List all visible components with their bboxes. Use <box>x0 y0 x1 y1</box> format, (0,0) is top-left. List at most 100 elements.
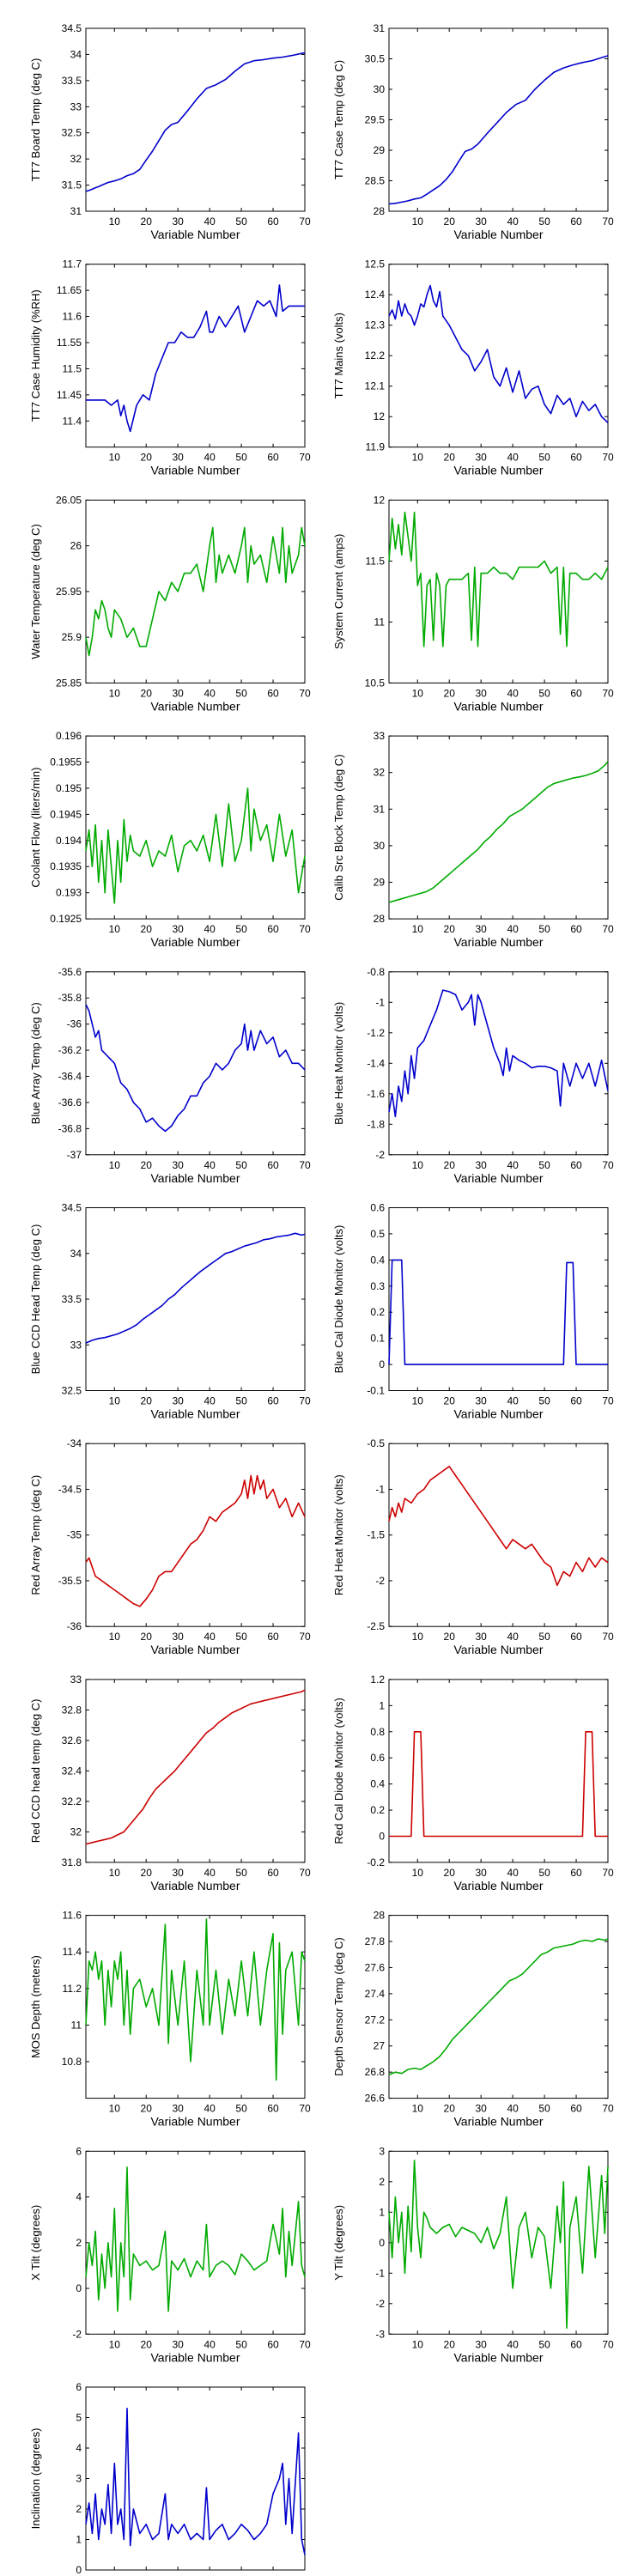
plot-area <box>85 499 306 683</box>
x-axis-label: Variable Number <box>453 1171 543 1185</box>
y-tick-label: 0 <box>76 2282 82 2294</box>
x-tick-label: 10 <box>109 2338 121 2350</box>
y-tick-label: 30.5 <box>365 53 386 65</box>
y-tick-label: 11.5 <box>366 555 386 567</box>
x-tick-label: 10 <box>109 2103 121 2115</box>
y-axis-label: TT7 Case Temp (deg C) <box>332 60 345 179</box>
x-tick-label: 50 <box>538 1631 550 1643</box>
series-line-tt7-case-temp <box>388 55 609 205</box>
x-tick-label: 50 <box>538 1159 550 1171</box>
chart-panel-red-ccd-head-temp: 10 20 30 40 50 60 70 31.8 32 32.2 32.4 32.6 32.8 33 Va… <box>29 1674 311 1893</box>
y-tick-label: 34.5 <box>62 1202 82 1214</box>
plot-area <box>85 27 306 212</box>
y-tick-label: -0.2 <box>367 1856 385 1868</box>
x-tick-label: 10 <box>412 216 424 228</box>
x-tick-label: 70 <box>602 1395 614 1407</box>
chart-panel-system-current: 10 20 30 40 50 60 70 10.5 11 11.5 12 Variable Numbe… <box>332 494 614 713</box>
x-tick-label: 30 <box>172 1867 184 1879</box>
y-tick-label: 11 <box>374 616 386 628</box>
x-tick-label: 70 <box>299 1631 311 1643</box>
x-tick-label: 60 <box>267 687 279 699</box>
y-tick-label: 25.9 <box>62 631 82 643</box>
x-tick-label: 40 <box>204 923 216 935</box>
x-tick-label: 10 <box>412 1631 424 1643</box>
chart-panel-calib-src-block-temp: 10 20 30 40 50 60 70 28 29 30 31 32 33 Variable Numbe… <box>332 730 614 949</box>
y-tick-label: 0.1935 <box>50 860 82 872</box>
y-tick-label: 29 <box>374 144 386 156</box>
chart-panel-tt7-case-temp: 10 20 30 40 50 60 70 28 28.5 29 29.5 30 30.5 31 Variab… <box>332 22 614 241</box>
x-axis-label: Variable Number <box>453 1643 543 1656</box>
x-tick-label: 10 <box>412 2103 424 2115</box>
x-tick-label: 20 <box>444 452 456 464</box>
y-tick-label: 34 <box>70 1248 82 1260</box>
series-line-system-current <box>388 511 609 647</box>
x-tick-label: 60 <box>267 216 279 228</box>
x-tick-label: 10 <box>109 1159 121 1171</box>
y-tick-label: 32.5 <box>62 127 82 139</box>
x-tick-label: 10 <box>109 1631 121 1643</box>
y-tick-label: 26.05 <box>56 494 82 506</box>
x-tick-label: 40 <box>204 2103 216 2115</box>
y-tick-label: 33 <box>70 1339 82 1351</box>
x-tick-label: 70 <box>299 1395 311 1407</box>
plot-area <box>388 2150 609 2335</box>
x-axis-label: Variable Number <box>453 1407 543 1421</box>
y-axis-label: TT7 Board Temp (deg C) <box>29 58 42 182</box>
y-axis-label: Red CCD head temp (deg C) <box>29 1699 42 1844</box>
x-tick-label: 50 <box>235 216 247 228</box>
x-tick-label: 60 <box>570 687 582 699</box>
x-tick-label: 40 <box>204 452 216 464</box>
y-tick-label: 0.4 <box>370 1778 385 1790</box>
y-tick-label: 27.6 <box>365 1961 386 1973</box>
plot-area <box>388 499 609 683</box>
x-tick-label: 20 <box>444 216 456 228</box>
y-tick-label: 10.5 <box>365 677 386 689</box>
y-tick-label: -35.8 <box>58 992 82 1004</box>
y-tick-label: 0 <box>76 2564 82 2576</box>
y-tick-label: -0.5 <box>367 1437 385 1449</box>
plot-area <box>85 264 306 448</box>
y-axis-label: Depth Sensor Temp (deg C) <box>332 1937 345 2076</box>
x-tick-label: 30 <box>475 923 487 935</box>
x-axis-label: Variable Number <box>453 464 543 477</box>
plot-area <box>85 2386 306 2571</box>
y-tick-label: 6 <box>76 2381 82 2393</box>
chart-panel-blue-array-temp: 10 20 30 40 50 60 70 -37 -36.8 -36.6 -36.4 -36.2 -36… <box>29 966 311 1185</box>
y-tick-label: -35 <box>67 1529 82 1541</box>
y-tick-label: 0.4 <box>370 1254 385 1266</box>
x-tick-label: 30 <box>172 923 184 935</box>
x-tick-label: 40 <box>507 1631 519 1643</box>
y-tick-label: 32.2 <box>62 1795 82 1807</box>
y-axis-label: MOS Depth (meters) <box>29 1955 42 2058</box>
x-tick-label: 30 <box>172 452 184 464</box>
x-tick-label: 20 <box>141 2103 153 2115</box>
x-tick-label: 70 <box>602 2338 614 2350</box>
y-tick-label: 2 <box>76 2237 82 2249</box>
y-tick-label: -1 <box>375 1483 385 1495</box>
x-axis-label: Variable Number <box>453 228 543 241</box>
x-tick-label: 40 <box>204 687 216 699</box>
x-tick-label: 10 <box>412 687 424 699</box>
x-tick-label: 70 <box>602 1159 614 1171</box>
x-tick-label: 40 <box>204 2338 216 2350</box>
y-tick-label: 2 <box>76 2503 82 2515</box>
x-tick-label: 70 <box>602 687 614 699</box>
y-tick-label: 30 <box>374 83 386 95</box>
x-tick-label: 30 <box>172 2338 184 2350</box>
x-tick-label: 40 <box>507 1159 519 1171</box>
x-tick-label: 50 <box>235 1395 247 1407</box>
y-axis-label: System Current (amps) <box>332 534 345 649</box>
x-tick-label: 10 <box>412 1867 424 1879</box>
x-tick-label: 50 <box>235 1631 247 1643</box>
x-tick-label: 70 <box>299 1159 311 1171</box>
x-axis-label: Variable Number <box>150 1643 240 1656</box>
x-axis-label: Variable Number <box>453 1879 543 1893</box>
y-tick-label: 11.6 <box>63 1910 82 1922</box>
y-axis-label: Blue Heat Monitor (volts) <box>332 1002 345 1125</box>
x-tick-label: 40 <box>204 1159 216 1171</box>
x-tick-label: 60 <box>570 2103 582 2115</box>
y-tick-label: 34.5 <box>62 22 82 34</box>
series-line-tt7-mains <box>388 284 609 423</box>
y-tick-label: -34 <box>67 1437 82 1449</box>
y-tick-label: 0.8 <box>370 1726 385 1738</box>
